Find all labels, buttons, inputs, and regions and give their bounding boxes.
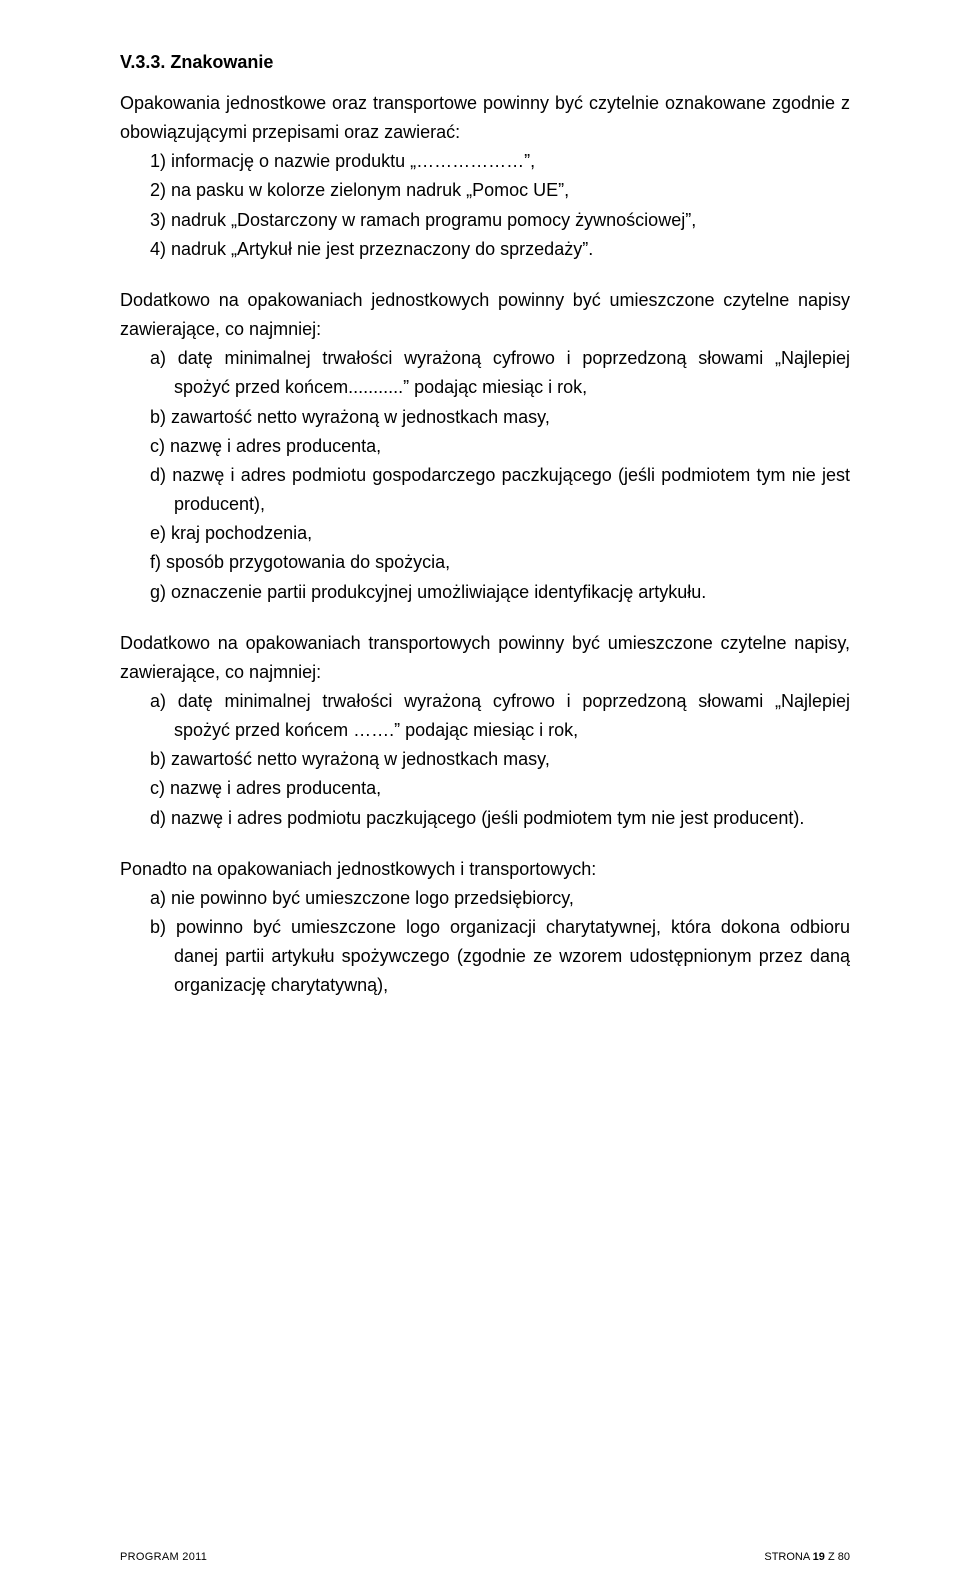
additional-block: Ponadto na opakowaniach jednostkowych i … [120,855,850,1001]
footer-page-indicator: STRONA 19 Z 80 [764,1551,850,1563]
section-heading: V.3.3. Znakowanie [120,52,850,73]
list2-item-e: e) kraj pochodzenia, [120,519,850,548]
list2-item-c: c) nazwę i adres producenta, [120,432,850,461]
alpha-list-3: a) datę minimalnej trwałości wyrażoną cy… [120,687,850,833]
transport-packaging-lead: Dodatkowo na opakowaniach transportowych… [120,629,850,687]
list1-item-4: 4) nadruk „Artykuł nie jest przeznaczony… [120,235,850,264]
transport-packaging-block: Dodatkowo na opakowaniach transportowych… [120,629,850,833]
footer-program-label: PROGRAM 2011 [120,1551,207,1563]
page-footer: PROGRAM 2011 STRONA 19 Z 80 [120,1551,850,1563]
list2-item-g: g) oznaczenie partii produkcyjnej umożli… [120,578,850,607]
list1-item-3: 3) nadruk „Dostarczony w ramach programu… [120,206,850,235]
footer-page-prefix: STRONA [764,1551,812,1563]
footer-page-suffix: Z 80 [825,1551,850,1563]
alpha-list-2: a) datę minimalnej trwałości wyrażoną cy… [120,344,850,606]
list4-item-b: b) powinno być umieszczone logo organiza… [120,913,850,1000]
list2-item-a: a) datę minimalnej trwałości wyrażoną cy… [120,344,850,402]
footer-page-number: 19 [813,1551,825,1563]
additional-lead: Ponadto na opakowaniach jednostkowych i … [120,855,850,884]
numbered-list-1: 1) informację o nazwie produktu „………………”… [120,147,850,264]
list2-item-d: d) nazwę i adres podmiotu gospodarczego … [120,461,850,519]
alpha-list-4: a) nie powinno być umieszczone logo prze… [120,884,850,1001]
list4-item-a: a) nie powinno być umieszczone logo prze… [120,884,850,913]
unit-packaging-lead: Dodatkowo na opakowaniach jednostkowych … [120,286,850,344]
intro-paragraph: Opakowania jednostkowe oraz transportowe… [120,89,850,147]
list1-item-1: 1) informację o nazwie produktu „………………”… [120,147,850,176]
list2-item-b: b) zawartość netto wyrażoną w jednostkac… [120,403,850,432]
list1-item-2: 2) na pasku w kolorze zielonym nadruk „P… [120,176,850,205]
intro-block: Opakowania jednostkowe oraz transportowe… [120,89,850,264]
list2-item-f: f) sposób przygotowania do spożycia, [120,548,850,577]
list3-item-b: b) zawartość netto wyrażoną w jednostkac… [120,745,850,774]
list3-item-c: c) nazwę i adres producenta, [120,774,850,803]
list3-item-d: d) nazwę i adres podmiotu paczkującego (… [120,804,850,833]
unit-packaging-block: Dodatkowo na opakowaniach jednostkowych … [120,286,850,607]
list3-item-a: a) datę minimalnej trwałości wyrażoną cy… [120,687,850,745]
